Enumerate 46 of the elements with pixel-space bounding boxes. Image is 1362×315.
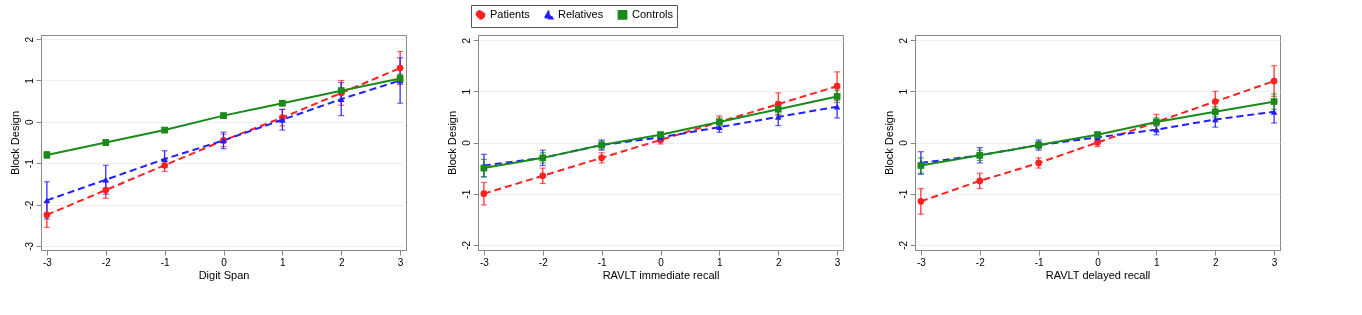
- x-tick-label: 1: [1154, 256, 1161, 268]
- x-tick-label: 3: [834, 256, 841, 268]
- y-tick-label: -3: [23, 241, 35, 251]
- x-tick-label: -2: [101, 256, 112, 268]
- x-tick-label: 0: [658, 256, 665, 268]
- legend-label: Patients: [490, 7, 531, 20]
- y-tick-label: -2: [23, 200, 35, 210]
- y-tick-label: 0: [23, 119, 35, 126]
- x-tick-label: -3: [916, 256, 927, 268]
- x-tick-label: 3: [397, 256, 404, 268]
- x-tick-label: 2: [1212, 256, 1219, 268]
- y-tick-label: 0: [897, 139, 909, 146]
- x-tick-label: -2: [538, 256, 549, 268]
- y-tick-label: -2: [460, 240, 472, 250]
- x-axis-title: Digit Span: [198, 268, 250, 281]
- x-tick-label: -3: [42, 256, 53, 268]
- x-tick-label: 2: [338, 256, 345, 268]
- y-tick-label: 1: [23, 77, 35, 84]
- y-tick-label: 1: [460, 88, 472, 95]
- x-tick-label: -3: [479, 256, 490, 268]
- x-tick-label: 2: [775, 256, 782, 268]
- x-tick-label: 3: [1271, 256, 1278, 268]
- x-axis-title: RAVLT immediate recall: [602, 268, 720, 281]
- x-tick-label: 0: [1095, 256, 1102, 268]
- y-tick-label: -1: [23, 158, 35, 169]
- y-tick-label: 2: [23, 36, 35, 43]
- y-tick-label: 0: [460, 139, 472, 146]
- y-axis-title: Block Design: [445, 110, 458, 176]
- x-tick-label: 1: [280, 256, 287, 268]
- x-tick-label: -1: [1034, 256, 1045, 268]
- y-axis-title: Block Design: [882, 110, 895, 176]
- x-tick-label: -1: [597, 256, 608, 268]
- y-tick-label: 1: [897, 88, 909, 95]
- x-tick-label: 0: [221, 256, 228, 268]
- x-axis-title: RAVLT delayed recall: [1045, 268, 1151, 281]
- x-tick-label: 1: [717, 256, 724, 268]
- y-tick-label: 2: [460, 37, 472, 44]
- y-axis-title: Block Design: [8, 110, 21, 176]
- y-tick-label: -1: [460, 189, 472, 199]
- legend-label: Relatives: [558, 8, 604, 21]
- x-tick-label: -1: [160, 256, 171, 268]
- y-tick-label: -1: [897, 189, 909, 199]
- legend-label: Controls: [632, 7, 674, 20]
- x-tick-label: -2: [975, 256, 986, 268]
- y-tick-label: 2: [897, 37, 909, 44]
- y-tick-label: -2: [897, 240, 909, 250]
